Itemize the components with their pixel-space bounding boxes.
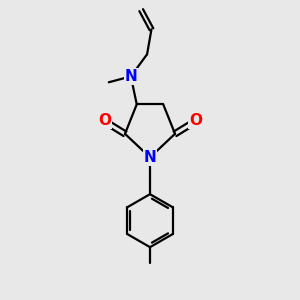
Text: N: N [124,69,137,84]
Text: O: O [189,113,202,128]
Text: O: O [98,113,111,128]
Text: N: N [144,150,156,165]
